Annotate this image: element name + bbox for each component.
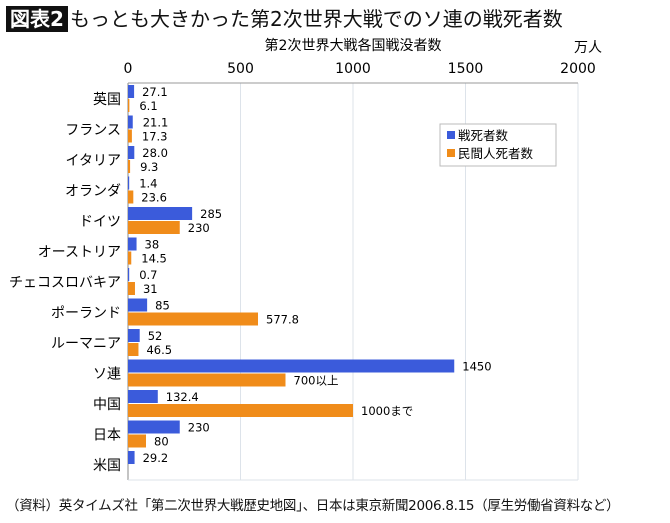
bar-civilian [128,160,131,173]
data-label: 27.1 [142,85,168,99]
page-title: もっとも大きかった第2次世界大戦でのソ連の戦死者数 [70,7,563,31]
category-label: イタリア [66,153,121,169]
figure-badge: 図表2 [6,6,68,32]
bar-civilian [128,343,139,356]
x-tick-label: 500 [227,61,254,77]
data-label: 85 [155,299,170,313]
data-label: 9.3 [140,160,158,174]
category-label: オランダ [65,184,121,200]
x-tick-label: 0 [124,61,133,77]
legend-box [439,123,557,167]
bar-combat [128,298,148,312]
bar-civilian [128,251,132,265]
bar-combat [128,390,158,403]
bar-civilian [128,373,286,387]
bar-civilian [128,282,135,295]
bar-civilian [128,190,134,204]
bar-combat [128,451,135,464]
data-label: 29.2 [143,451,169,465]
category-label: ルーマニア [51,336,121,352]
legend-swatch [447,131,455,139]
bar-combat [128,176,130,190]
data-label: 52 [148,329,163,343]
data-label: 285 [200,207,222,221]
category-label: 中国 [93,397,121,413]
data-label: 1.4 [139,177,157,191]
data-label: 6.1 [139,99,157,113]
data-label: 577.8 [266,313,299,327]
data-label: 1000まで [361,404,413,418]
category-label: オーストリア [38,245,121,261]
bar-civilian [128,312,259,326]
legend-swatch [447,149,455,157]
data-label: 23.6 [141,191,167,205]
x-tick-label: 2000 [560,61,596,77]
category-label: 米国 [93,458,121,474]
data-label: 230 [188,221,210,235]
data-label: 132.4 [166,390,199,404]
data-label: 14.5 [141,252,167,266]
unit-label: 万人 [574,40,602,56]
bar-combat [128,115,133,129]
category-label: 日本 [93,428,121,444]
data-label: 0.7 [139,268,157,282]
category-label: ドイツ [79,214,121,230]
bar-civilian [128,99,130,112]
bar-civilian [128,221,180,234]
data-label: 31 [143,282,158,296]
category-label: チェコスロバキア [9,275,121,291]
bar-civilian [128,129,132,143]
data-label: 21.1 [143,116,169,130]
data-label: 38 [145,238,160,252]
bar-combat [128,146,135,159]
bar-combat [128,329,140,342]
bar-civilian [128,434,146,448]
data-label: 230 [188,421,210,435]
data-label: 28.0 [142,146,168,160]
bar-combat [128,420,180,434]
category-label: ポーランド [51,306,121,322]
legend-label: 民間人死者数 [458,146,534,161]
bar-combat [128,237,137,251]
category-label: フランス [65,123,121,139]
bar-combat [128,85,135,98]
bar-combat [128,268,130,281]
legend-label: 戦死者数 [458,128,509,143]
data-label: 700以上 [294,374,339,388]
category-label: 英国 [93,91,121,108]
category-label: ソ連 [93,367,121,383]
data-label: 1450 [462,360,491,374]
data-label: 80 [154,435,169,449]
data-label: 46.5 [146,343,172,357]
x-tick-label: 1500 [448,61,484,77]
chart-title: 第2次世界大戦各国戦没者数 [265,37,442,54]
bar-combat [128,359,455,373]
source-note: （資料）英タイムズ社「第二次世界大戦歴史地図」、日本は東京新聞2006.8.15… [6,498,620,514]
data-label: 17.3 [142,130,168,144]
bar-combat [128,207,193,220]
x-tick-label: 1000 [335,61,371,77]
bar-civilian [128,404,353,417]
